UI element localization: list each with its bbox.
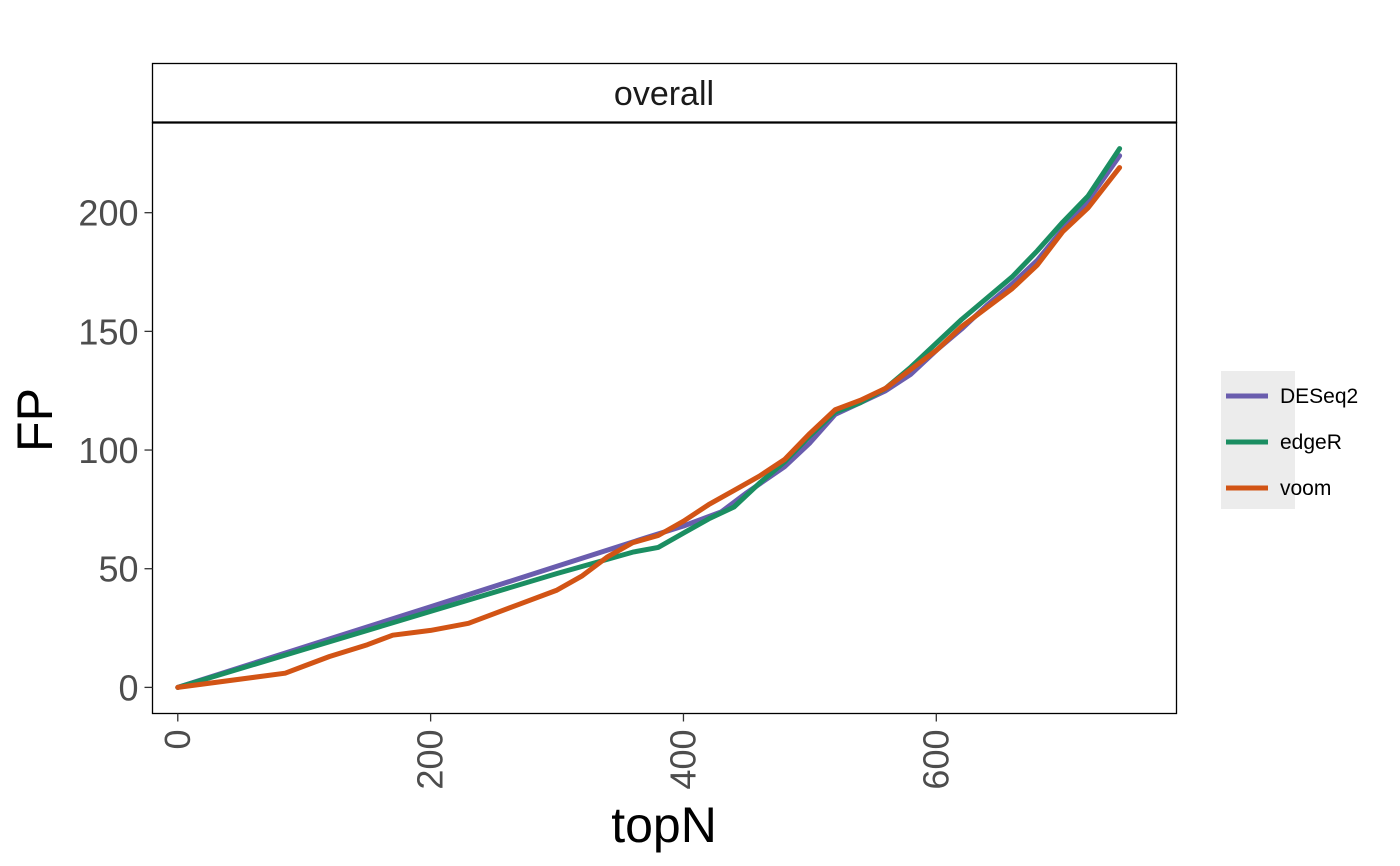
y-axis-title: FP — [7, 388, 63, 452]
plot-panel — [151, 121, 1178, 715]
x-tick-label: 400 — [662, 730, 703, 790]
facet-label: overall — [614, 75, 714, 113]
legend-label-deseq2: DESeq2 — [1280, 385, 1358, 408]
x-axis: 0 200 400 600 — [157, 713, 956, 790]
y-tick-label: 50 — [98, 549, 138, 590]
y-tick-label: 0 — [118, 667, 138, 708]
series-lines — [175, 146, 1123, 690]
y-axis: 0 50 100 150 200 — [78, 193, 153, 708]
x-axis-title: topN — [611, 797, 717, 853]
y-tick-label: 100 — [78, 430, 138, 471]
x-tick-label: 600 — [915, 730, 956, 790]
legend-label-edger: edgeR — [1280, 431, 1342, 454]
y-tick-label: 200 — [78, 193, 138, 234]
series-line-voom — [175, 165, 1123, 690]
facet-strip — [151, 62, 1178, 124]
y-tick-label: 150 — [78, 311, 138, 352]
x-tick-label: 0 — [157, 730, 198, 750]
legend-label-voom: voom — [1280, 477, 1331, 500]
x-tick-label: 200 — [410, 730, 451, 790]
legend: DESeq2 edgeR voom — [1221, 371, 1358, 509]
